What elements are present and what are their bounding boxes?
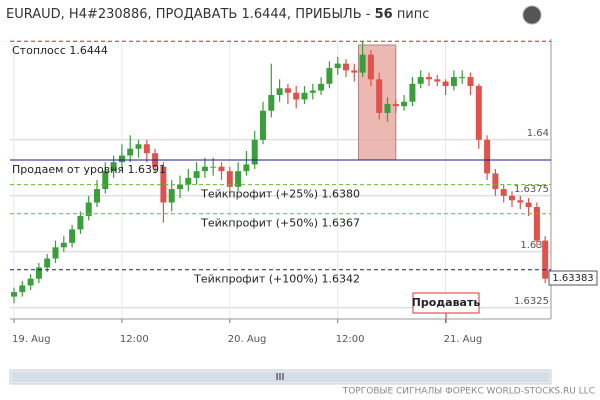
pips-unit: пипс xyxy=(397,7,430,22)
plot-area xyxy=(10,39,551,319)
y-tick-label: 1.64 xyxy=(527,128,549,139)
candle-body xyxy=(118,155,125,163)
y-tick-label: 1.635 xyxy=(520,240,549,251)
candle-body xyxy=(500,189,507,196)
level-label: Тейкпрофит (+25%) 1.6380 xyxy=(200,188,360,201)
candle-body xyxy=(392,103,399,107)
candle-body xyxy=(401,101,408,107)
candle-body xyxy=(27,278,34,286)
candle-body xyxy=(517,200,524,203)
candle-body xyxy=(343,63,349,71)
candle-body xyxy=(19,285,26,293)
candle-body xyxy=(60,242,67,248)
level-label: Тейкпрофит (+100%) 1.6342 xyxy=(193,273,360,286)
candle-body xyxy=(235,171,242,187)
candle-body xyxy=(318,83,325,91)
candle-body xyxy=(11,292,17,297)
candle-body xyxy=(52,247,59,259)
candle-body xyxy=(243,164,250,172)
candle-body xyxy=(450,77,457,87)
candle-body xyxy=(94,189,100,203)
scroll-grip: III xyxy=(276,372,285,383)
x-tick-label: 21. Aug xyxy=(444,334,483,345)
level-label: Продаем от уровня 1.6391 xyxy=(12,163,166,176)
candle-body xyxy=(260,110,266,140)
candle-body xyxy=(359,54,366,73)
candle-body xyxy=(251,139,258,165)
candle-body xyxy=(467,77,474,87)
candle-body xyxy=(525,202,532,207)
candle-body xyxy=(77,215,84,230)
candle-body xyxy=(127,148,134,156)
candle-body xyxy=(201,166,208,172)
candle-body xyxy=(376,79,383,113)
x-tick-label: 12:00 xyxy=(336,334,365,345)
header: EURAUD, H4#230886, ПРОДАВАТЬ 1.6444, ПРИ… xyxy=(6,7,429,22)
candle-body xyxy=(143,144,150,154)
candle-body xyxy=(326,68,333,84)
last-price-box xyxy=(548,270,598,286)
candle-body xyxy=(542,240,549,279)
candle-body xyxy=(417,77,424,84)
candle-body xyxy=(110,162,117,172)
footer: ТОРГОВЫЕ СИГНАЛЫ ФОРЕКС WORLD-STOCKS.RU … xyxy=(342,387,595,397)
candle-body xyxy=(367,54,374,80)
candle-body xyxy=(276,88,283,95)
globe-icon[interactable] xyxy=(522,5,542,25)
candle-body xyxy=(351,70,358,73)
candle-body xyxy=(434,79,441,82)
candle-body xyxy=(35,267,42,279)
candle-body xyxy=(135,144,142,149)
candle-body xyxy=(268,95,275,111)
candle-body xyxy=(193,171,200,178)
candle-body xyxy=(475,86,482,140)
candle-body xyxy=(384,103,391,113)
candle-body xyxy=(218,166,225,172)
candle-body xyxy=(160,166,167,203)
candle-body xyxy=(284,88,291,93)
scroll-thumb[interactable] xyxy=(12,372,549,382)
candle-body xyxy=(210,166,217,168)
y-tick-label: 1.6325 xyxy=(514,296,549,307)
candle-body xyxy=(409,83,416,102)
candle-body xyxy=(533,207,540,241)
candle-body xyxy=(226,171,233,187)
sell-button[interactable] xyxy=(412,292,480,314)
candle-body xyxy=(301,92,308,100)
level-label: Стоплосс 1.6444 xyxy=(12,44,108,57)
x-tick-label: 20. Aug xyxy=(228,334,267,345)
level-label: Тейкпрофит (+50%) 1.6367 xyxy=(200,217,360,230)
x-tick-label: 19. Aug xyxy=(12,334,51,345)
candle-body xyxy=(69,229,76,243)
candle-body xyxy=(442,81,449,87)
candle-body xyxy=(509,195,515,201)
candle-body xyxy=(459,77,466,79)
candle-body xyxy=(484,139,491,174)
candle-body xyxy=(426,77,432,80)
sell-button-label: Продавать xyxy=(412,296,481,309)
candle-body xyxy=(334,63,341,69)
candle-body xyxy=(168,189,175,203)
candle-body xyxy=(309,90,316,93)
candle-body xyxy=(85,202,92,216)
x-tick-label: 12:00 xyxy=(120,334,149,345)
candle-body xyxy=(102,171,109,190)
candle-body xyxy=(293,92,300,100)
y-tick-label: 1.6375 xyxy=(514,184,549,195)
chart-title: EURAUD, H4#230886, ПРОДАВАТЬ 1.6444, ПРИ… xyxy=(6,7,375,22)
candle-body xyxy=(177,184,183,190)
pips: 56 xyxy=(375,7,393,22)
candle-body xyxy=(185,177,192,185)
last-price: 1.63383 xyxy=(552,273,593,284)
candle-body xyxy=(492,173,499,190)
candle-body xyxy=(44,258,51,268)
